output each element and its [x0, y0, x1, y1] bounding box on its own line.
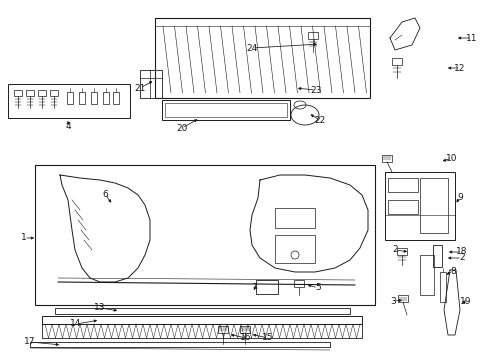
- Text: 8: 8: [449, 266, 455, 276]
- Bar: [419, 255, 433, 295]
- Text: 14: 14: [70, 320, 81, 328]
- Bar: [155, 18, 369, 98]
- Text: 4: 4: [65, 121, 71, 131]
- Bar: [14, 90, 22, 96]
- Text: 17: 17: [24, 337, 36, 347]
- Bar: [140, 70, 162, 98]
- Text: 12: 12: [454, 64, 465, 72]
- Bar: [381, 155, 391, 162]
- Bar: [240, 326, 249, 333]
- Bar: [396, 248, 406, 255]
- Bar: [387, 200, 417, 214]
- Bar: [91, 92, 97, 104]
- Bar: [79, 92, 85, 104]
- Bar: [384, 172, 454, 240]
- Text: 15: 15: [262, 333, 273, 342]
- Bar: [55, 308, 349, 314]
- Bar: [103, 92, 109, 104]
- Bar: [165, 103, 287, 117]
- Text: 1: 1: [21, 233, 27, 242]
- Bar: [387, 178, 417, 192]
- Bar: [50, 90, 58, 96]
- Text: 19: 19: [459, 297, 471, 307]
- Bar: [439, 272, 445, 302]
- Bar: [274, 208, 314, 228]
- Bar: [35, 165, 374, 305]
- Bar: [397, 295, 407, 302]
- Text: 6: 6: [102, 190, 107, 198]
- Bar: [113, 92, 119, 104]
- Bar: [274, 235, 314, 263]
- Bar: [67, 92, 73, 104]
- Bar: [256, 280, 277, 294]
- Text: 18: 18: [455, 247, 467, 256]
- Text: 21: 21: [134, 84, 145, 92]
- Text: 10: 10: [445, 154, 457, 162]
- Bar: [432, 245, 441, 267]
- Text: 13: 13: [94, 303, 106, 312]
- Bar: [38, 90, 46, 96]
- Bar: [42, 324, 361, 338]
- Text: 2: 2: [392, 246, 397, 255]
- Bar: [391, 58, 401, 65]
- Text: 9: 9: [456, 192, 462, 201]
- Bar: [217, 326, 227, 333]
- Bar: [293, 280, 303, 287]
- Bar: [307, 32, 318, 39]
- Bar: [8, 84, 130, 118]
- Text: 23: 23: [310, 85, 321, 95]
- Text: 22: 22: [314, 116, 325, 125]
- Bar: [42, 316, 361, 324]
- Text: 11: 11: [465, 34, 477, 42]
- Text: 24: 24: [246, 44, 257, 52]
- Bar: [30, 342, 329, 347]
- Bar: [162, 100, 289, 120]
- Bar: [419, 178, 447, 233]
- Text: 3: 3: [389, 297, 395, 306]
- Text: 5: 5: [315, 283, 320, 292]
- Text: 16: 16: [240, 333, 251, 342]
- Text: 2: 2: [458, 253, 464, 262]
- Text: 7: 7: [251, 283, 257, 292]
- Text: 20: 20: [176, 124, 187, 132]
- Bar: [26, 90, 34, 96]
